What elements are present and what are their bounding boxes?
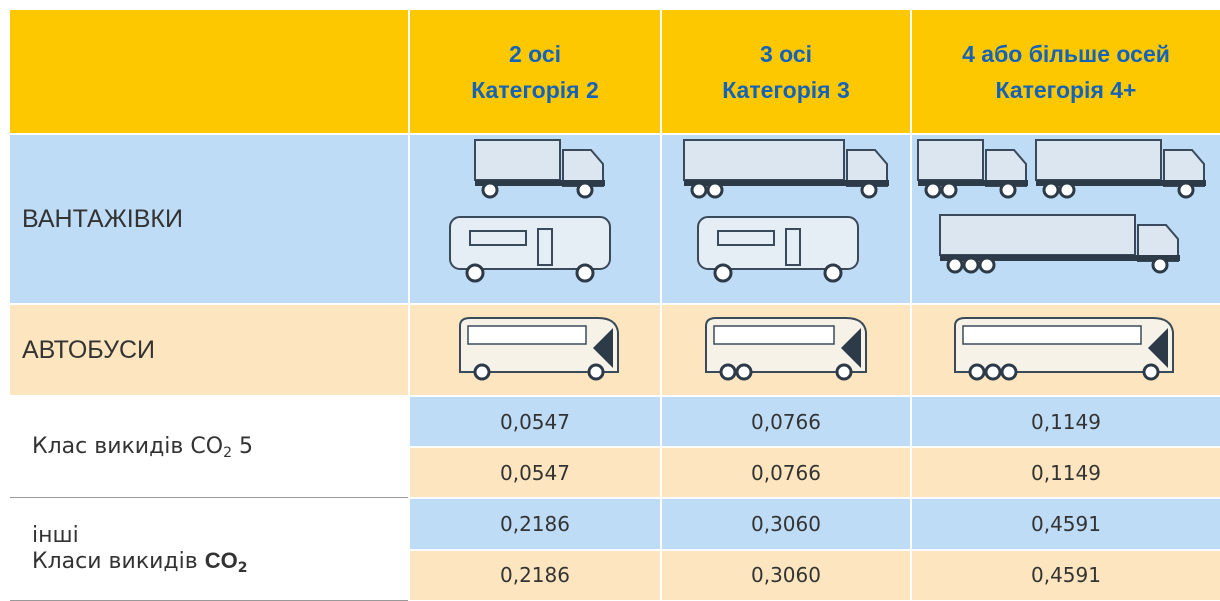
value-cell: 0,1149 xyxy=(912,397,1220,446)
value-cell: 0,2186 xyxy=(410,551,660,601)
icon-cell xyxy=(662,305,910,395)
value-cell: 0,1149 xyxy=(912,448,1220,497)
axle-count: 4 або більше осей xyxy=(962,41,1170,67)
value-cell: 0,0547 xyxy=(410,448,660,497)
formula: CO xyxy=(205,548,238,573)
value-cell: 0,4591 xyxy=(912,551,1220,601)
row-label: Клас викидів CO2 5 xyxy=(10,397,408,497)
formula: CO xyxy=(190,434,223,459)
category: Категорія 4+ xyxy=(996,77,1137,103)
page: 2 осі Категорія 2 3 осі Категорія 3 4 або бі… xyxy=(0,0,1220,601)
icon-cell xyxy=(410,305,660,395)
icon-cell xyxy=(912,305,1220,395)
header-cell: 4 або більше осей Категорія 4+ xyxy=(912,10,1220,133)
value-cell: 0,0547 xyxy=(410,397,660,446)
rule xyxy=(10,497,408,498)
subscript: 2 xyxy=(238,560,248,576)
axle-count: 3 осі xyxy=(760,41,812,67)
row-label: ВАНТАЖІВКИ xyxy=(10,135,408,303)
value-cell: 0,3060 xyxy=(662,499,910,549)
value-cell: 0,4591 xyxy=(912,499,1220,549)
subscript: 2 xyxy=(223,445,232,461)
value-cell: 0,0766 xyxy=(662,448,910,497)
icon-cell xyxy=(662,135,910,303)
label-text: Класи викидів xyxy=(32,549,205,574)
axle-count: 2 осі xyxy=(509,41,561,67)
header-cell xyxy=(10,10,408,133)
icon-cell xyxy=(912,135,1220,303)
label-text: Клас викидів xyxy=(32,434,190,459)
label-text: 5 xyxy=(232,434,253,459)
value-cell: 0,0766 xyxy=(662,397,910,446)
value-cell: 0,2186 xyxy=(410,499,660,549)
header-cell: 2 осі Категорія 2 xyxy=(410,10,660,133)
category: Категорія 2 xyxy=(471,77,599,103)
row-label: АВТОБУСИ xyxy=(10,305,408,395)
icon-cell xyxy=(410,135,660,303)
label-line: інші xyxy=(32,523,79,548)
category: Категорія 3 xyxy=(722,77,850,103)
value-cell: 0,3060 xyxy=(662,551,910,601)
header-cell: 3 осі Категорія 3 xyxy=(662,10,910,133)
